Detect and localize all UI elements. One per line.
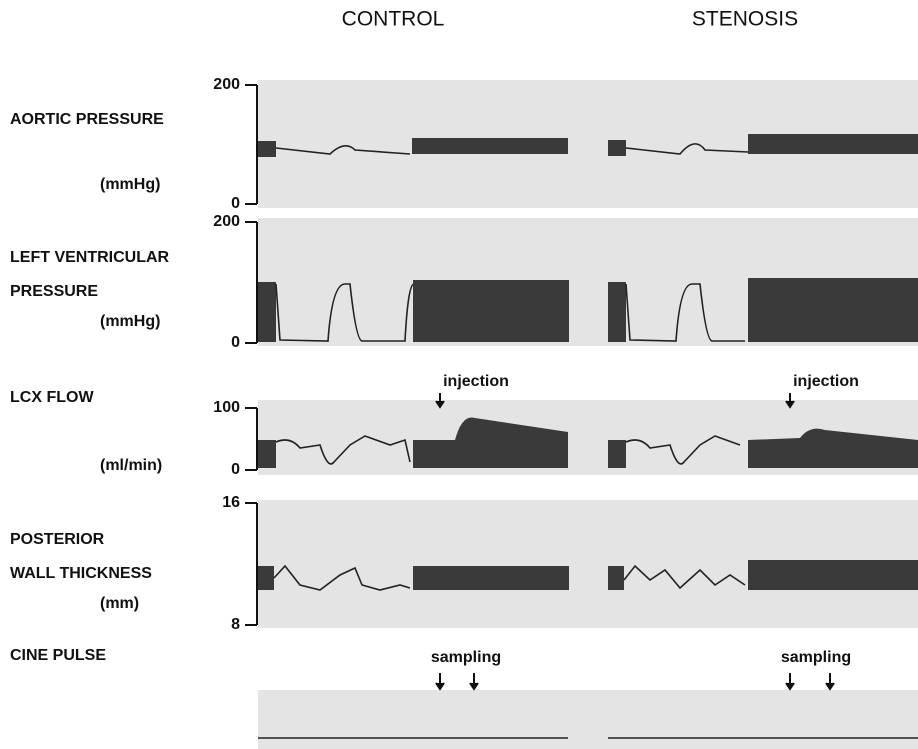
y-tick-label: 16	[222, 494, 240, 511]
y-tick-label: 200	[213, 213, 240, 230]
annotation: sampling	[431, 649, 501, 666]
panel-label: WALL THICKNESS	[10, 565, 152, 582]
y-tick-label: 100	[213, 399, 240, 416]
panel-unit: (mmHg)	[100, 176, 160, 193]
panel-label: LCX FLOW	[10, 389, 94, 406]
trace	[608, 140, 626, 156]
annotation: injection	[443, 373, 509, 390]
panel-label: CINE PULSE	[10, 647, 106, 664]
trace	[608, 440, 626, 468]
panel-label: PRESSURE	[10, 283, 98, 300]
panel-unit: (mmHg)	[100, 313, 160, 330]
trace	[413, 280, 569, 342]
column-title: STENOSIS	[692, 8, 798, 31]
trace	[608, 566, 624, 590]
trace	[608, 282, 626, 342]
trace	[258, 440, 276, 468]
panel-label: LEFT VENTRICULAR	[10, 249, 170, 266]
trace	[258, 141, 276, 157]
figure: CONTROLSTENOSISAORTIC PRESSURE(mmHg)2000…	[0, 0, 918, 749]
trace	[748, 278, 918, 342]
trace	[748, 560, 918, 590]
annotation: injection	[793, 373, 859, 390]
panel-unit: (mm)	[100, 595, 139, 612]
column-title: CONTROL	[342, 8, 445, 31]
y-tick-label: 0	[231, 334, 240, 351]
panel-label: AORTIC PRESSURE	[10, 111, 164, 128]
y-tick-label: 8	[231, 616, 240, 633]
panel-label: POSTERIOR	[10, 531, 105, 548]
y-tick-label: 0	[231, 195, 240, 212]
trace	[258, 566, 274, 590]
trace	[413, 566, 569, 590]
trace	[412, 138, 568, 154]
y-tick-label: 200	[213, 76, 240, 93]
trace	[258, 282, 276, 342]
y-tick-label: 0	[231, 461, 240, 478]
panel-bg	[258, 690, 918, 749]
annotation: sampling	[781, 649, 851, 666]
panel-unit: (ml/min)	[100, 457, 162, 474]
trace	[748, 134, 918, 154]
arrow	[436, 673, 834, 689]
